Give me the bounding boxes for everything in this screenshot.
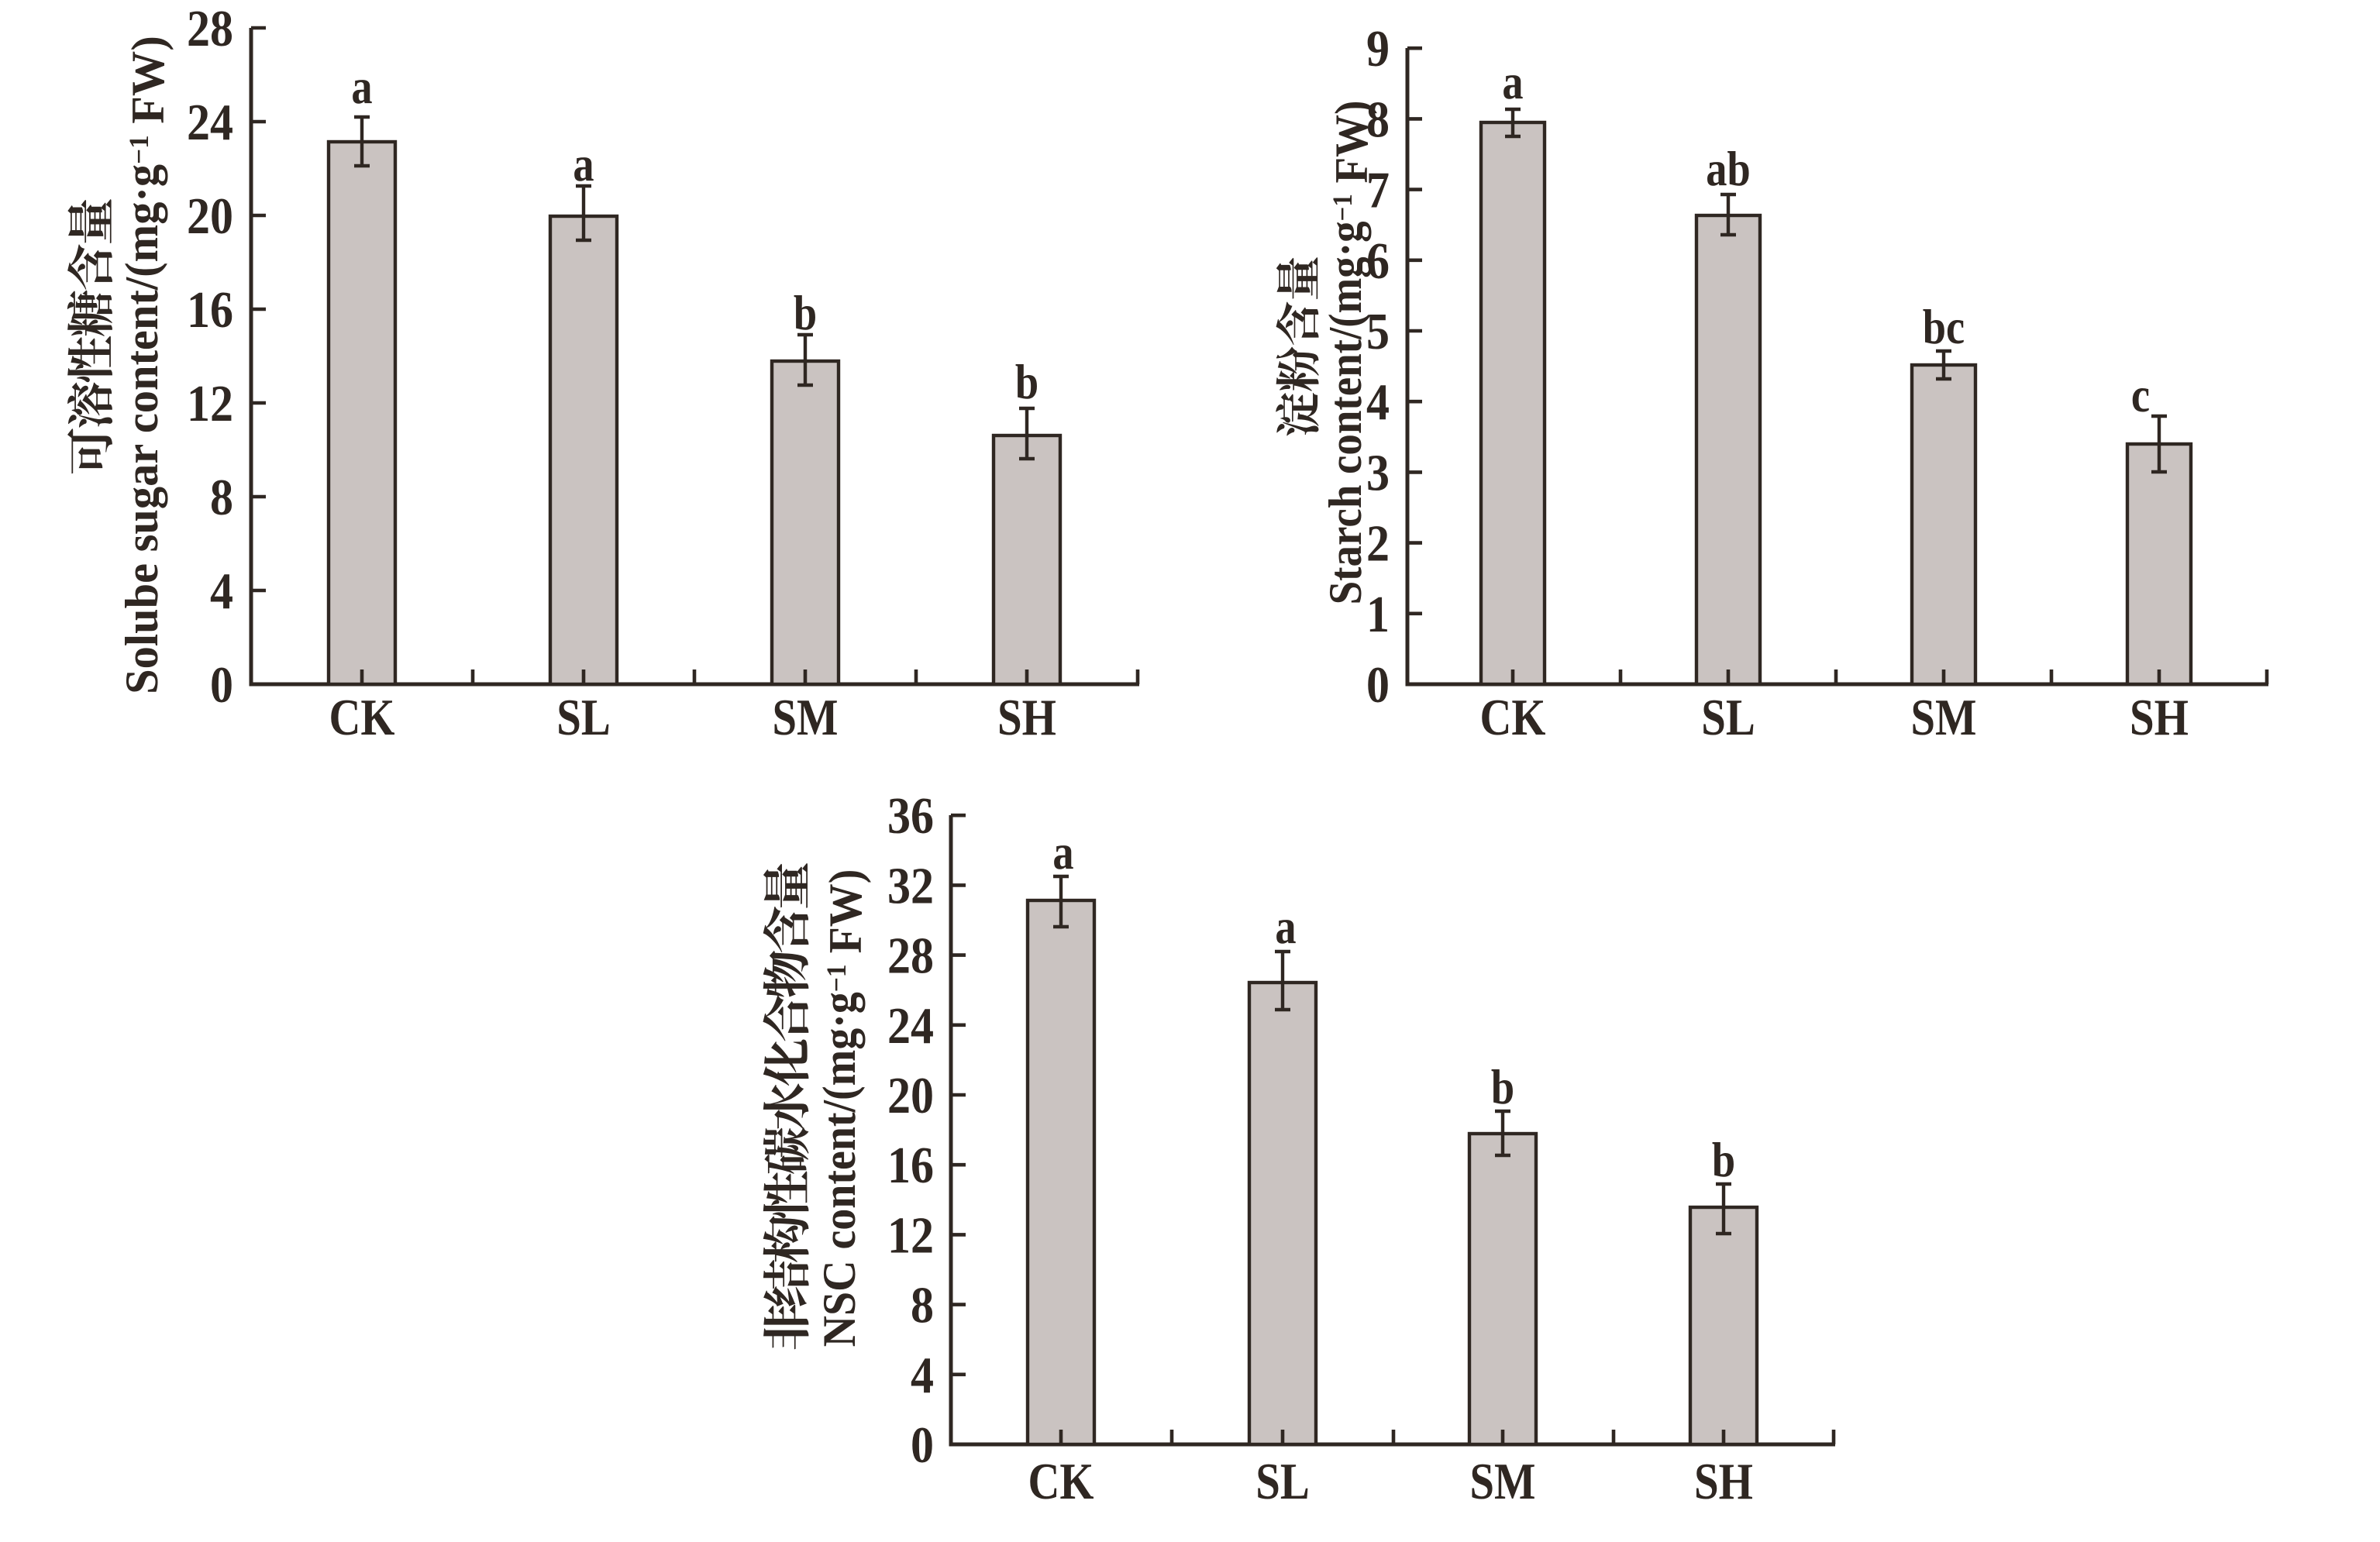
- svg-text:CK: CK: [1028, 1453, 1094, 1510]
- svg-text:4: 4: [1366, 373, 1390, 431]
- svg-text:28: 28: [187, 0, 233, 57]
- svg-text:8: 8: [1366, 91, 1390, 148]
- svg-text:12: 12: [187, 375, 233, 432]
- svg-text:0: 0: [1366, 656, 1390, 714]
- svg-text:a: a: [1052, 824, 1073, 879]
- svg-text:28: 28: [887, 928, 934, 985]
- svg-text:8: 8: [210, 469, 233, 526]
- svg-text:SL: SL: [1701, 689, 1755, 746]
- svg-text:SL: SL: [556, 689, 611, 746]
- svg-text:SM: SM: [1911, 689, 1977, 746]
- svg-text:SM: SM: [773, 689, 839, 746]
- svg-text:24: 24: [887, 997, 934, 1055]
- svg-text:a: a: [573, 136, 594, 191]
- svg-text:SM: SM: [1470, 1453, 1536, 1510]
- svg-text:Solube sugar content/(mg·g−1 F: Solube sugar content/(mg·g−1 FW): [115, 36, 174, 694]
- svg-text:c: c: [2131, 367, 2150, 422]
- svg-text:20: 20: [887, 1067, 934, 1124]
- svg-text:CK: CK: [1480, 689, 1546, 746]
- svg-text:b: b: [1015, 354, 1038, 409]
- svg-text:2: 2: [1366, 515, 1390, 573]
- svg-text:0: 0: [210, 656, 233, 714]
- svg-text:SL: SL: [1255, 1453, 1310, 1510]
- svg-text:7: 7: [1366, 162, 1390, 219]
- svg-text:8: 8: [911, 1277, 934, 1334]
- svg-text:bc: bc: [1923, 299, 1965, 354]
- svg-text:ab: ab: [1706, 141, 1751, 196]
- svg-text:1: 1: [1366, 586, 1390, 643]
- svg-text:NSC content/(mg·g−1 FW): NSC content/(mg·g−1 FW): [813, 869, 871, 1348]
- svg-text:a: a: [1502, 54, 1523, 109]
- svg-text:3: 3: [1366, 444, 1390, 501]
- svg-text:SH: SH: [1694, 1453, 1753, 1510]
- svg-text:CK: CK: [329, 689, 395, 746]
- svg-text:24: 24: [187, 94, 233, 151]
- svg-text:6: 6: [1366, 232, 1390, 290]
- svg-text:5: 5: [1366, 303, 1390, 360]
- svg-text:SH: SH: [2130, 689, 2189, 746]
- svg-text:4: 4: [911, 1347, 934, 1404]
- svg-text:SH: SH: [997, 689, 1056, 746]
- svg-text:36: 36: [887, 787, 934, 845]
- svg-text:a: a: [351, 59, 372, 114]
- svg-text:b: b: [1712, 1132, 1735, 1187]
- svg-text:b: b: [794, 285, 817, 340]
- svg-text:16: 16: [187, 281, 233, 339]
- svg-text:4: 4: [210, 563, 233, 620]
- svg-text:0: 0: [911, 1416, 934, 1474]
- svg-text:20: 20: [187, 188, 233, 245]
- svg-text:16: 16: [887, 1137, 934, 1194]
- svg-text:a: a: [1275, 899, 1296, 954]
- svg-text:12: 12: [887, 1206, 934, 1264]
- svg-text:b: b: [1491, 1059, 1514, 1114]
- svg-text:Starch content/(mg·g−1 FW): Starch content/(mg·g−1 FW): [1321, 101, 1378, 605]
- svg-text:32: 32: [887, 857, 934, 914]
- svg-text:9: 9: [1366, 20, 1390, 77]
